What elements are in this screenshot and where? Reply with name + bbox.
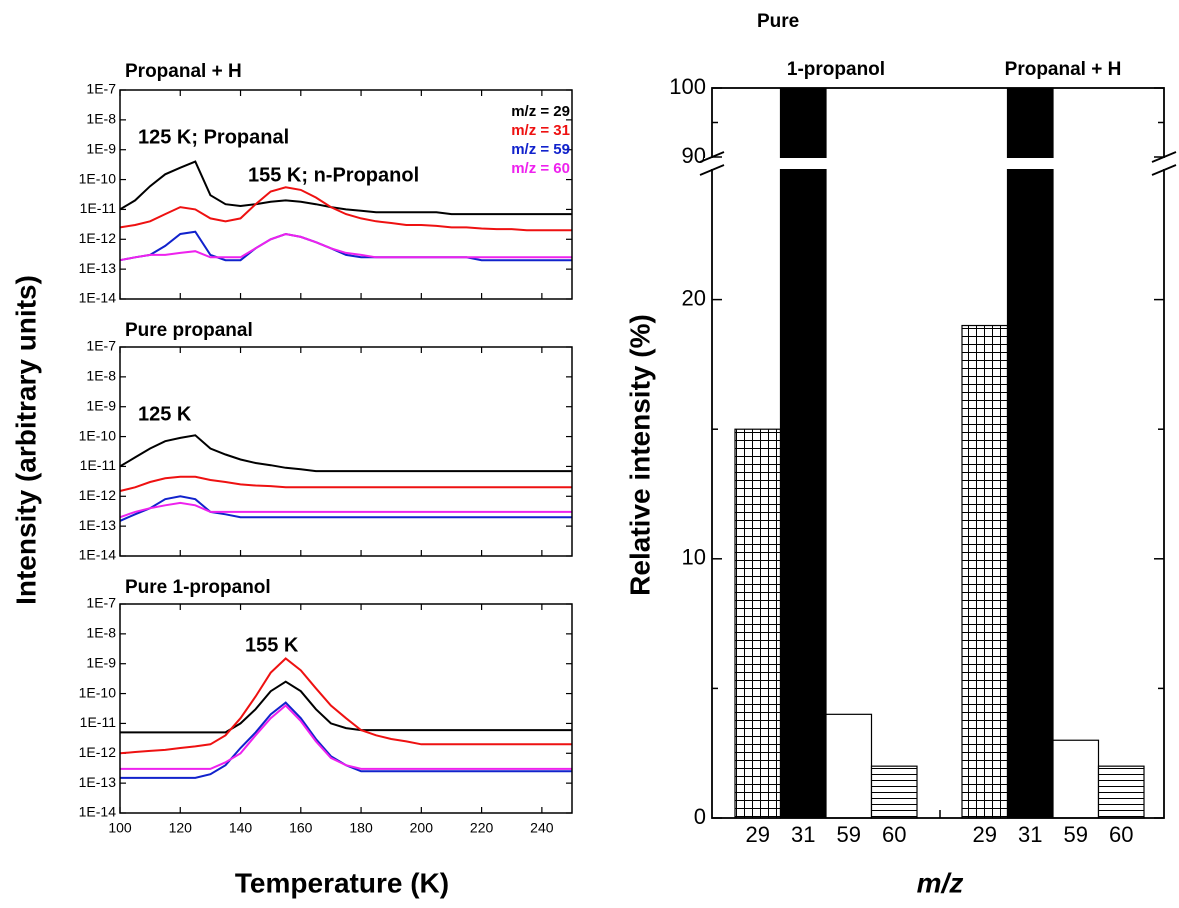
panel-title: Pure 1-propanol [125, 577, 271, 598]
plot-frame [119, 603, 573, 814]
bar [779, 87, 827, 819]
x-tick-label: 31 [1018, 822, 1042, 847]
panel-title: Propanal + H [125, 61, 242, 82]
y-tick-label: 1E-10 [79, 170, 117, 186]
bar [1052, 739, 1100, 819]
y-tick-label: 1E-11 [80, 714, 117, 730]
group-label: Propanal + H [1005, 59, 1122, 80]
y-tick-label: 1E-12 [79, 487, 117, 503]
y-tick-label: 1E-11 [80, 200, 117, 216]
legend-entry: m/z = 29 [511, 103, 570, 120]
y-tick-label: 20 [682, 285, 706, 310]
y-tick-label: 100 [669, 74, 706, 99]
data-line [120, 701, 572, 779]
y-tick-label: 1E-14 [79, 290, 117, 306]
y-tick-label: 1E-9 [86, 140, 116, 156]
x-axis-label: Temperature (K) [235, 867, 449, 898]
annotation: 125 K [138, 403, 192, 425]
y-tick-label: 1E-14 [79, 804, 117, 820]
panel-title: Pure propanal [125, 320, 253, 341]
x-tick-label: 200 [410, 820, 434, 836]
y-tick-label: 1E-13 [79, 517, 117, 533]
x-tick-label: 120 [169, 820, 193, 836]
y-axis-label: Relative intensity (%) [624, 314, 655, 596]
x-tick-label: 160 [289, 820, 313, 836]
bar [825, 713, 873, 819]
y-axis-label: Intensity (arbitrary units) [10, 275, 41, 605]
legend-entry: m/z = 60 [511, 160, 570, 177]
x-tick-label: 59 [1064, 822, 1088, 847]
y-tick-label: 1E-10 [79, 684, 117, 700]
y-tick-label: 1E-8 [86, 368, 116, 384]
data-line [120, 680, 572, 734]
y-tick-label: 1E-7 [86, 338, 116, 354]
data-line [119, 475, 572, 492]
x-tick-label: 100 [108, 820, 132, 836]
axis-break-mark [1151, 164, 1177, 176]
x-tick-label: 29 [746, 822, 770, 847]
annotation: 155 K [245, 634, 299, 656]
axis-break-mark [699, 164, 725, 176]
x-tick-label: 31 [791, 822, 815, 847]
y-tick-label: 1E-11 [80, 457, 117, 473]
y-tick-label: 1E-9 [86, 654, 116, 670]
data-line [119, 232, 572, 262]
x-tick-label: 140 [229, 820, 253, 836]
annotation: 155 K; n-Propanol [248, 164, 419, 186]
y-tick-label: 1E-7 [86, 595, 116, 611]
legend-entry: m/z = 59 [511, 141, 570, 158]
bar [734, 428, 782, 819]
x-tick-label: 59 [837, 822, 861, 847]
y-tick-label: 1E-12 [79, 744, 117, 760]
y-tick-label: 10 [682, 545, 706, 570]
y-tick-label: 1E-9 [86, 397, 116, 413]
x-tick-label: 60 [1109, 822, 1133, 847]
data-line [119, 434, 572, 473]
y-tick-label: 1E-8 [86, 625, 116, 641]
plot-frame [711, 87, 1165, 819]
y-tick-label: 1E-13 [79, 260, 117, 276]
group-label: 1-propanol [787, 59, 885, 80]
x-tick-label: 220 [470, 820, 494, 836]
bar [870, 765, 918, 819]
data-line [119, 186, 572, 232]
x-axis-label: m/z [917, 867, 964, 898]
y-tick-label: 1E-14 [79, 547, 117, 563]
y-tick-label: 1E-8 [86, 111, 116, 127]
data-line [119, 657, 572, 755]
bar [1006, 87, 1054, 819]
axis-break-mark [1151, 151, 1177, 163]
axis-break-gap [704, 158, 1174, 169]
y-tick-label: 1E-13 [79, 774, 117, 790]
data-line [119, 160, 572, 216]
y-tick-label: 1E-10 [79, 427, 117, 443]
x-tick-label: 29 [973, 822, 997, 847]
data-line [119, 495, 572, 522]
bar [1097, 765, 1145, 819]
y-tick-label: 1E-12 [79, 230, 117, 246]
data-line [120, 704, 572, 770]
plot-frame [119, 89, 573, 300]
bar [961, 324, 1009, 819]
data-line [119, 230, 572, 262]
y-tick-label: 1E-7 [86, 81, 116, 97]
x-tick-label: 60 [882, 822, 906, 847]
annotation: 125 K; Propanal [138, 126, 289, 148]
plot-frame [119, 346, 573, 557]
y-tick-label: 90 [682, 143, 706, 168]
data-line [119, 501, 572, 519]
x-tick-label: 240 [530, 820, 554, 836]
x-tick-label: 180 [349, 820, 373, 836]
group-label: Pure [757, 11, 799, 32]
axis-break-mark [699, 151, 725, 163]
y-tick-label: 0 [694, 804, 706, 829]
legend-entry: m/z = 31 [511, 122, 570, 139]
